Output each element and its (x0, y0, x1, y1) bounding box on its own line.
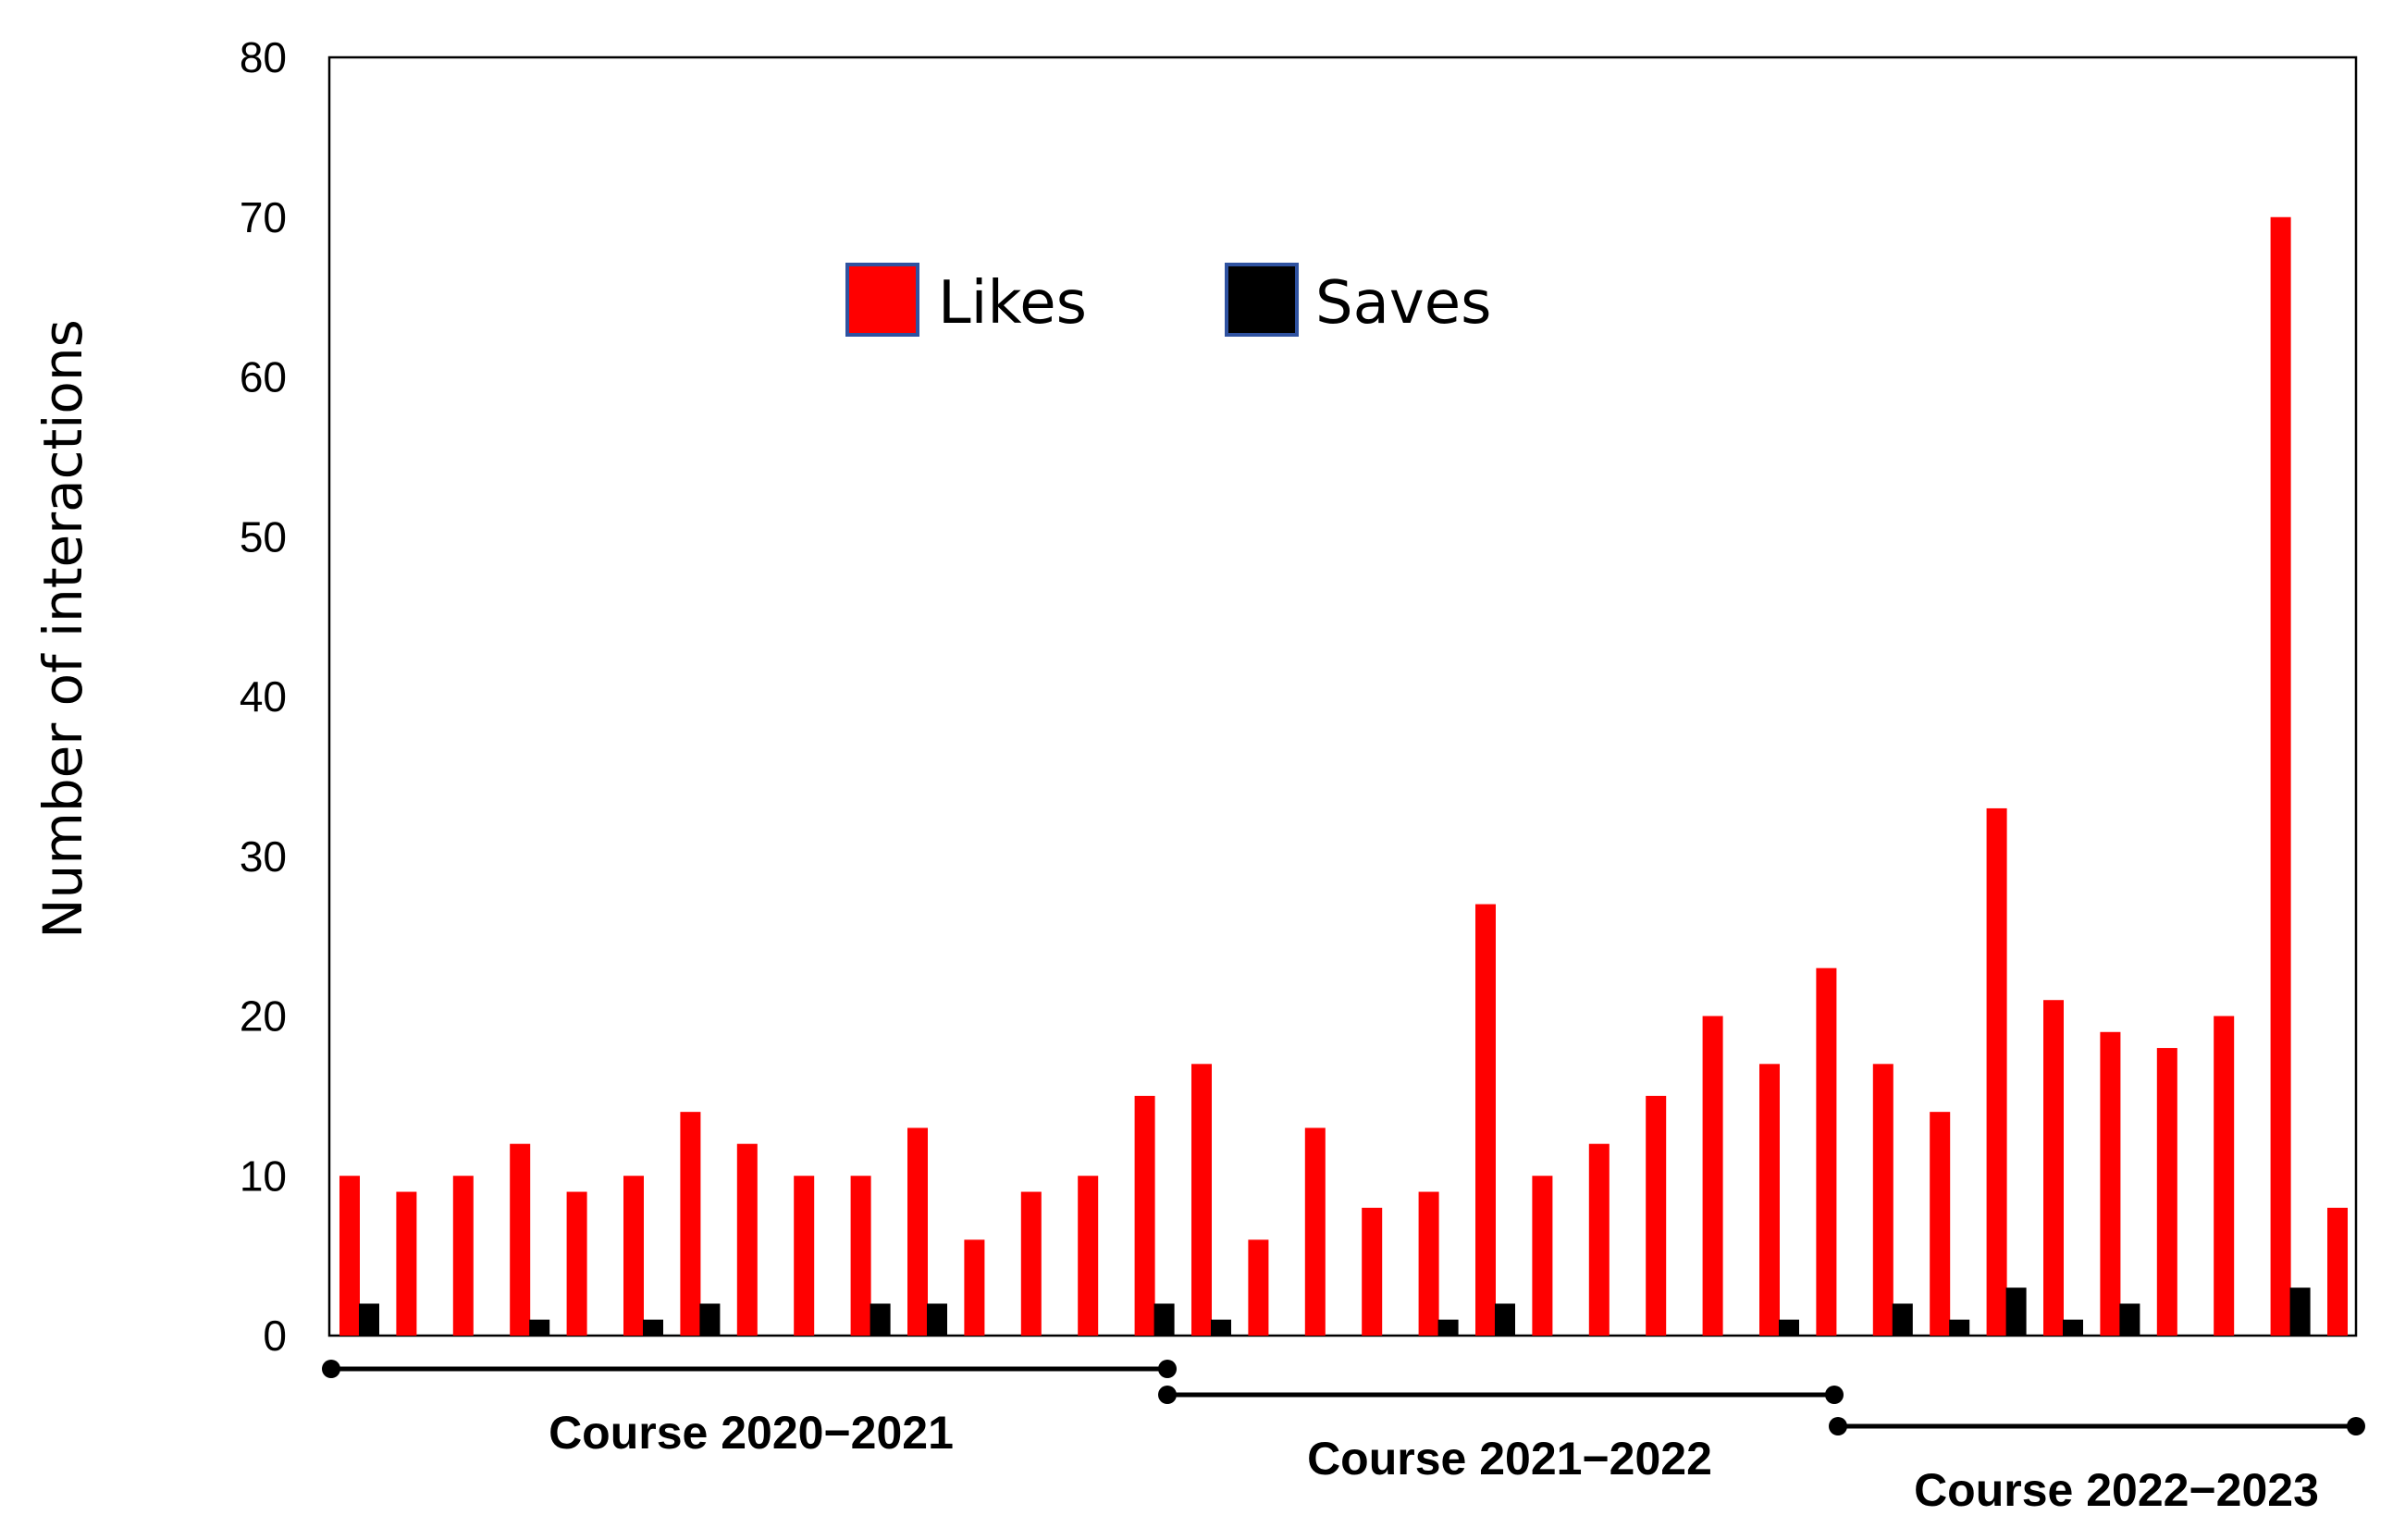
bar-likes (2043, 1000, 2064, 1336)
bar-likes (2327, 1207, 2348, 1336)
bar-likes (1872, 1064, 1893, 1336)
bar-likes (566, 1191, 587, 1336)
course-bracket-start-dot (1829, 1417, 1847, 1435)
bar-likes (1418, 1191, 1439, 1336)
bar-saves (2063, 1319, 2083, 1336)
bar-likes (1588, 1143, 1610, 1336)
bar-likes (964, 1239, 985, 1336)
plot-frame (327, 55, 2358, 1337)
bar-likes (1304, 1127, 1326, 1336)
course-bracket-start-dot (322, 1360, 340, 1378)
y-axis-label: Number of interactions (31, 319, 94, 939)
legend-label-saves: Saves (1315, 269, 1491, 338)
course-bracket-end-dot (2347, 1417, 2365, 1435)
bar-likes (1475, 904, 1496, 1336)
bar-likes (339, 1176, 360, 1336)
bar-saves (643, 1319, 663, 1336)
legend: Likes Saves (845, 263, 1491, 338)
bar-group (339, 216, 2348, 1336)
bar-saves (699, 1303, 721, 1336)
bar-saves (2005, 1287, 2027, 1336)
bar-likes (680, 1112, 701, 1336)
legend-swatch-saves (1225, 263, 1299, 337)
bar-saves (529, 1319, 550, 1336)
bar-likes (1930, 1112, 1951, 1336)
course-label-2020-2021: Course 2020−2021 (549, 1407, 954, 1459)
y-tick-label: 20 (240, 992, 287, 1041)
bar-likes (396, 1191, 417, 1336)
bar-likes (510, 1143, 531, 1336)
y-tick-label: 0 (263, 1312, 287, 1360)
bar-likes (1134, 1095, 1155, 1336)
bar-saves (870, 1303, 891, 1336)
y-tick-label: 70 (240, 193, 287, 241)
course-label-2021-2022: Course 2021−2022 (1307, 1433, 1712, 1485)
bar-likes (1986, 807, 2007, 1336)
bar-likes (1020, 1191, 1042, 1336)
y-tick-label: 30 (240, 832, 287, 881)
bar-likes (736, 1143, 758, 1336)
legend-swatch-likes (845, 263, 919, 337)
bar-saves (1892, 1303, 1913, 1336)
bar-saves (1153, 1303, 1175, 1336)
bar-likes (623, 1176, 644, 1336)
bar-likes (2214, 1016, 2235, 1336)
y-tick-label: 40 (240, 672, 287, 721)
y-axis-ticks: 0 10 20 30 40 50 60 70 80 (240, 33, 287, 1360)
bar-saves (1495, 1303, 1515, 1336)
course-label-2022-2023: Course 2022−2023 (1914, 1464, 2319, 1516)
bar-saves (2289, 1287, 2311, 1336)
bar-saves (359, 1303, 379, 1336)
bar-likes (452, 1176, 474, 1336)
course-brackets: Course 2020−2021 Course 2021−2022 Course… (322, 1360, 2365, 1516)
bar-likes (2156, 1048, 2177, 1336)
bar-likes (907, 1127, 928, 1336)
bar-likes (1078, 1176, 1099, 1336)
bar-saves (1949, 1319, 1970, 1336)
bar-likes (1362, 1207, 1383, 1336)
y-tick-label: 50 (240, 512, 287, 561)
bar-likes (1532, 1176, 1553, 1336)
course-bracket-end-dot (1825, 1386, 1844, 1404)
course-bracket-end-dot (1158, 1360, 1177, 1378)
bar-saves (927, 1303, 947, 1336)
y-tick-label: 10 (240, 1152, 287, 1200)
y-tick-label: 80 (240, 33, 287, 81)
bar-likes (1759, 1064, 1780, 1336)
bar-likes (850, 1176, 871, 1336)
bar-likes (794, 1176, 815, 1336)
bar-saves (1211, 1319, 1231, 1336)
bar-likes (1702, 1016, 1723, 1336)
course-bracket-start-dot (1158, 1386, 1177, 1404)
bar-saves (1437, 1319, 1459, 1336)
legend-label-likes: Likes (938, 269, 1087, 338)
bar-likes (1248, 1239, 1269, 1336)
bar-likes (2100, 1031, 2121, 1336)
bar-saves (2119, 1303, 2140, 1336)
bar-likes (1816, 967, 1837, 1336)
bar-likes (2270, 216, 2291, 1336)
bar-likes (1191, 1064, 1212, 1336)
y-tick-label: 60 (240, 353, 287, 401)
bar-likes (1646, 1095, 1667, 1336)
bar-saves (1779, 1319, 1799, 1336)
